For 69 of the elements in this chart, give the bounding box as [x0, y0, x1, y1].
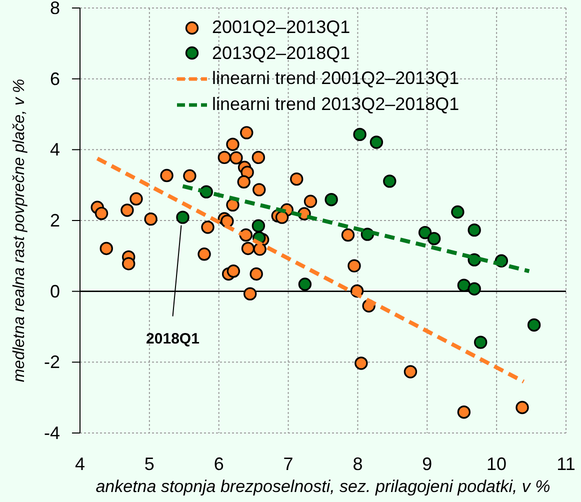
- point: [120, 204, 134, 217]
- point: [226, 264, 240, 278]
- point: [94, 206, 108, 220]
- point: [130, 192, 143, 206]
- x-tick-label: 9: [422, 454, 432, 474]
- y-tick-label: 0: [50, 281, 60, 302]
- point: [176, 210, 190, 224]
- legend-label: 2001Q2–2013Q1: [212, 17, 350, 38]
- point: [457, 278, 471, 292]
- legend-label: linearni trend 2001Q2–2013Q1: [212, 68, 460, 90]
- point: [226, 138, 240, 151]
- point: [252, 219, 266, 232]
- y-tick-label: -4: [44, 423, 60, 443]
- x-tick-label: 4: [74, 454, 86, 474]
- point: [252, 183, 266, 196]
- point: [341, 228, 355, 242]
- point: [451, 205, 464, 219]
- point: [298, 278, 312, 291]
- x-tick-label: 5: [144, 454, 154, 474]
- x-tick-label: 7: [283, 454, 294, 474]
- point: [230, 151, 243, 164]
- point: [183, 169, 196, 182]
- point: [304, 194, 318, 208]
- point: [474, 336, 488, 349]
- point: [354, 356, 368, 370]
- point: [290, 172, 304, 186]
- point: [324, 193, 338, 206]
- x-tick-label: 11: [556, 454, 576, 474]
- point: [527, 318, 541, 332]
- point: [253, 242, 266, 256]
- point: [418, 226, 432, 240]
- x-tick-label: 10: [486, 454, 507, 474]
- y-tick-label: 6: [50, 68, 60, 89]
- point: [240, 126, 254, 140]
- x-tick-label: 8: [352, 454, 363, 474]
- point: [404, 365, 418, 378]
- point: [353, 128, 366, 142]
- x-tick-label: 6: [214, 454, 224, 474]
- point: [237, 175, 250, 188]
- point: [468, 282, 481, 296]
- y-tick-label: 8: [50, 0, 60, 18]
- point: [226, 198, 240, 212]
- y-axis-title: medletna realna rast povprečne plače, v %: [10, 78, 28, 382]
- y-tick-label: 4: [50, 140, 60, 160]
- point: [198, 248, 211, 261]
- legend-label: 2013Q2–2018Q1: [212, 42, 350, 64]
- point: [241, 242, 255, 256]
- point: [144, 212, 158, 226]
- point: [457, 406, 471, 419]
- point: [348, 259, 361, 272]
- point: [100, 242, 113, 256]
- annotation: 2018Q1: [146, 330, 200, 347]
- point: [201, 220, 214, 234]
- point: [160, 168, 174, 182]
- point: [275, 210, 289, 224]
- y-tick-label: -2: [44, 352, 60, 372]
- point: [122, 257, 136, 270]
- point: [370, 136, 384, 149]
- point: [383, 174, 396, 188]
- point: [218, 150, 232, 164]
- x-axis-title: anketna stopnja brezposelnosti, sez. prilagojeni podatki, v %: [96, 477, 550, 496]
- point: [427, 232, 441, 246]
- y-tick-label: 2: [50, 210, 60, 230]
- point: [252, 150, 266, 164]
- legend-label: linearni trend 2013Q2–2018Q1: [212, 94, 460, 116]
- point: [516, 400, 529, 414]
- point: [250, 267, 263, 281]
- point: [244, 287, 257, 300]
- point: [468, 223, 481, 237]
